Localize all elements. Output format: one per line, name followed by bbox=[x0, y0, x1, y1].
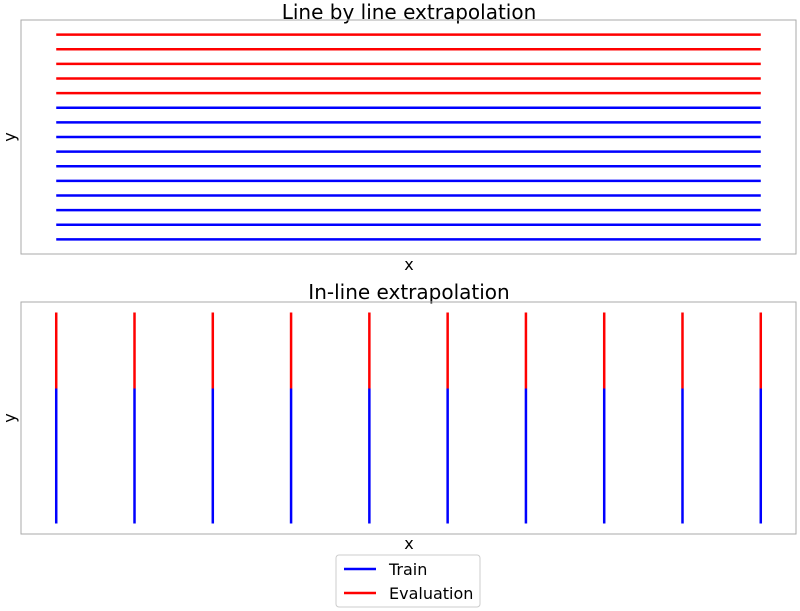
plot-frame bbox=[20, 301, 797, 535]
x-axis-label: x bbox=[404, 534, 413, 553]
plot-frame bbox=[20, 19, 797, 255]
legend: Train Evaluation bbox=[335, 554, 481, 608]
x-axis-label: x bbox=[404, 255, 413, 274]
y-axis-label: y bbox=[0, 413, 19, 422]
subplot-in-line: In-line extrapolation x y bbox=[0, 280, 797, 553]
y-axis-label: y bbox=[0, 132, 19, 141]
series-group bbox=[54, 312, 763, 524]
legend-label-train: Train bbox=[388, 560, 427, 579]
series-group bbox=[56, 33, 761, 241]
subplot-line-by-line: Line by line extrapolation x y bbox=[0, 0, 797, 274]
chart-title: In-line extrapolation bbox=[308, 280, 509, 304]
legend-label-evaluation: Evaluation bbox=[389, 584, 473, 603]
